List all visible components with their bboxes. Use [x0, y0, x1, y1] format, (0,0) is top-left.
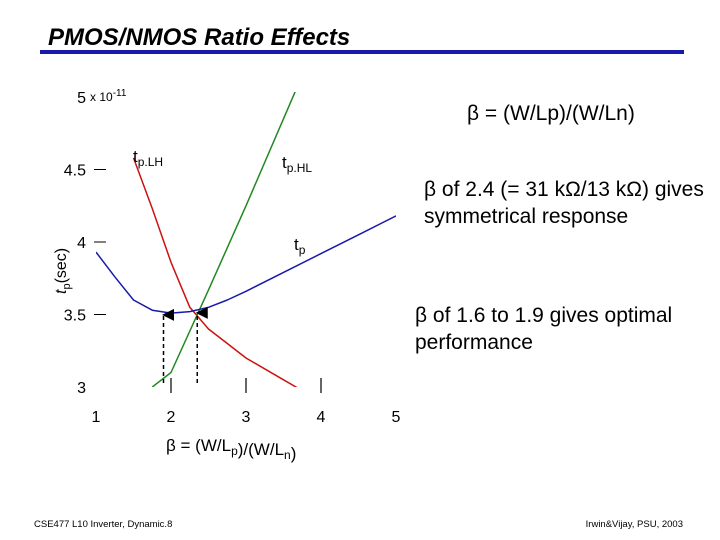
footer-left: CSE477 L10 Inverter, Dynamic.8: [34, 519, 173, 530]
x-tick-label: 4: [317, 409, 326, 426]
y-tick-label: 3: [77, 380, 86, 397]
title-underline: [40, 50, 684, 54]
slide-title: PMOS/NMOS Ratio Effects: [48, 24, 351, 51]
curve-label-tpHL: tp.HL: [282, 153, 312, 175]
series-line-tpHL: [151, 92, 296, 387]
y-tick-label: 3.5: [64, 308, 86, 325]
note-optimal: β of 1.6 to 1.9 gives optimal performanc…: [415, 304, 673, 354]
curve-label-tpLH: tp.LH: [133, 147, 163, 169]
x-tick-label: 1: [92, 409, 101, 426]
y-tick-label: 4: [77, 235, 86, 252]
curve-label-tp: tp: [294, 235, 306, 257]
y-multiplier: x 10-11: [90, 88, 127, 104]
beta-definition: β = (W/Lp)/(W/Ln): [467, 102, 635, 125]
y-tick-label: 5: [77, 90, 86, 107]
x-axis-label: β = (W/Lp)/(W/Ln): [166, 436, 296, 463]
x-tick-label: 2: [167, 409, 176, 426]
series-line-tp: [96, 215, 396, 314]
x-tick-label: 3: [242, 409, 251, 426]
y-axis-label: tp(sec): [53, 248, 73, 294]
y-tick-label: 4.5: [64, 163, 86, 180]
series-line-tpLH: [132, 157, 298, 387]
series-group: [96, 92, 396, 387]
note-symmetrical: β of 2.4 (= 31 kΩ/13 kΩ) gives symmetric…: [424, 178, 704, 228]
x-tick-label: 5: [392, 409, 401, 426]
footer-right: Irwin&Vijay, PSU, 2003: [585, 519, 683, 530]
